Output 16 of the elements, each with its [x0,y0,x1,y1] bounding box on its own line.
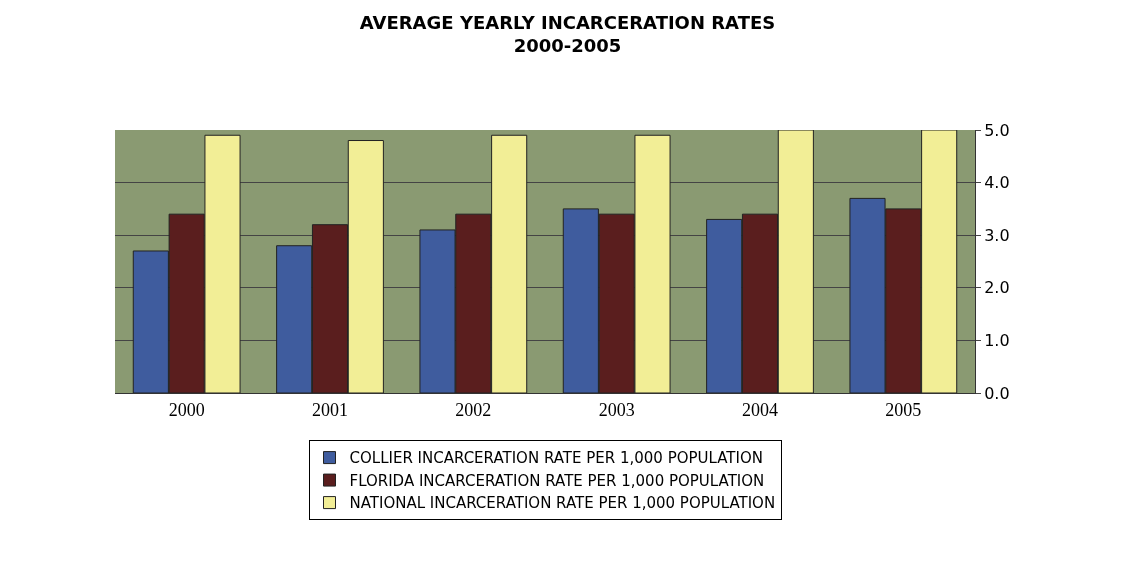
y-tick-label: 4.0 [984,173,1010,193]
x-tick-label: 2004 [742,399,778,420]
y-tick-label: 2.0 [984,278,1010,298]
y-tick-label: 0.0 [984,383,1010,403]
legend-label: FLORIDA INCARCERATION RATE PER 1,000 POPULATION [349,471,765,490]
y-tick-label: 3.0 [984,225,1010,245]
x-tick-label: 2001 [312,399,348,420]
legend-label: COLLIER INCARCERATION RATE PER 1,000 POPULATION [349,449,763,468]
y-tick-label: 5.0 [984,120,1010,140]
x-tick-label: 2002 [455,399,492,420]
chart-title: AVERAGE YEARLY INCARCERATION RATES 2000-2005 [359,11,776,57]
y-tick-label: 1.0 [984,331,1010,350]
x-tick-label: 2003 [598,399,635,420]
legend-label: NATIONAL INCARCERATION RATE PER 1,000 POPULATION [349,494,776,513]
x-tick-label: 2000 [168,399,205,420]
x-tick-label: 2005 [885,399,922,420]
